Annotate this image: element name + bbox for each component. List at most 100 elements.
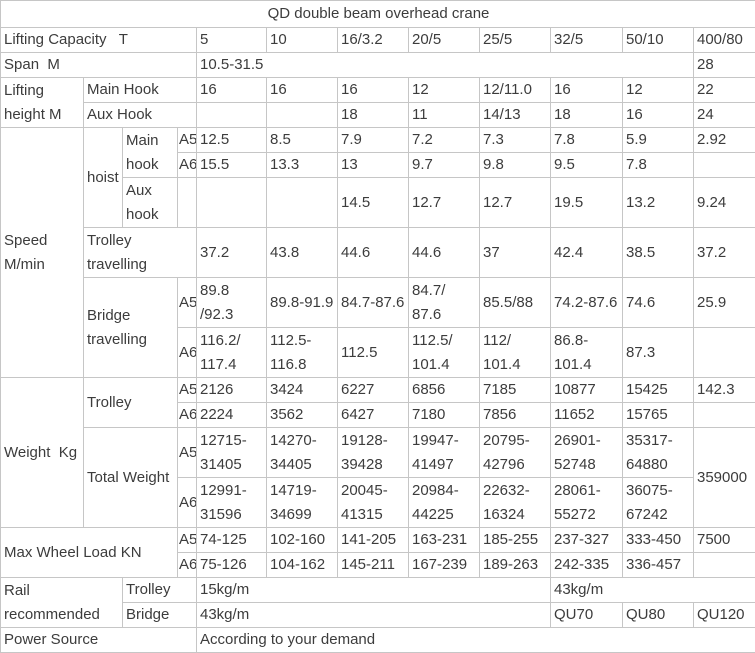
span-last-cell: 28: [694, 53, 755, 78]
speed-bridge-a6-cell: [694, 328, 755, 378]
weight-total-a5-row: Total Weight A5 12715- 31405 14270- 3440…: [1, 428, 755, 478]
height-aux-cell: 24: [694, 103, 755, 128]
row-label-rail-recommended: Rail recommended: [1, 578, 123, 628]
row-label-speed-aux-hook: Aux hook: [123, 178, 178, 228]
wheel-a6-cell: 189-263: [480, 553, 551, 578]
weight-trolley-a6-cell: 7180: [409, 403, 480, 428]
weight-total-a6-cell: 36075- 67242: [623, 478, 694, 528]
height-aux-cell: 16: [623, 103, 694, 128]
speed-bridge-a5-cell: 84.7/ 87.6: [409, 278, 480, 328]
grade-label-a6: A6: [178, 328, 197, 378]
wheel-a5-row: Max Wheel Load KN A5 74-125 102-160 141-…: [1, 528, 755, 553]
wheel-a6-cell: 104-162: [267, 553, 338, 578]
speed-trolley-cell: 44.6: [409, 228, 480, 278]
speed-bridge-a6-cell: 112.5/ 101.4: [409, 328, 480, 378]
capacity-cell: 20/5: [409, 28, 480, 53]
row-label-lifting-height: Lifting height M: [1, 78, 84, 128]
height-main-row: Lifting height M Main Hook 16 16 16 12 1…: [1, 78, 755, 103]
speed-main-a6-cell: [694, 153, 755, 178]
speed-main-a6-cell: 13.3: [267, 153, 338, 178]
height-aux-row: Aux Hook 18 11 14/13 18 16 24: [1, 103, 755, 128]
weight-trolley-a5-cell: 6227: [338, 378, 409, 403]
speed-aux-cell: 9.24: [694, 178, 755, 228]
wheel-a5-cell: 237-327: [551, 528, 623, 553]
grade-label-a5: A5: [178, 128, 197, 153]
speed-main-a6-cell: 9.7: [409, 153, 480, 178]
row-label-bridge-travelling: Bridge travelling: [84, 278, 178, 378]
capacity-cell: 32/5: [551, 28, 623, 53]
weight-total-a5-cell: 12715- 31405: [197, 428, 267, 478]
height-aux-cell: 18: [551, 103, 623, 128]
wheel-a5-cell: 185-255: [480, 528, 551, 553]
speed-bridge-a6-cell: 112.5- 116.8: [267, 328, 338, 378]
weight-trolley-a6-cell: [694, 403, 755, 428]
speed-bridge-a6-cell: 112.5: [338, 328, 409, 378]
capacity-cell: 50/10: [623, 28, 694, 53]
speed-bridge-a5-cell: 89.8-91.9: [267, 278, 338, 328]
wheel-a5-cell: 102-160: [267, 528, 338, 553]
speed-aux-cell: 14.5: [338, 178, 409, 228]
speed-bridge-a5-row: Bridge travelling A5 89.8 /92.3 89.8-91.…: [1, 278, 755, 328]
wheel-a6-cell: 75-126: [197, 553, 267, 578]
weight-total-a5-cell: 19128- 39428: [338, 428, 409, 478]
speed-trolley-cell: 38.5: [623, 228, 694, 278]
wheel-a6-cell: 145-211: [338, 553, 409, 578]
row-label-weight-trolley: Trolley: [84, 378, 178, 428]
height-main-cell: 22: [694, 78, 755, 103]
wheel-a5-cell: 333-450: [623, 528, 694, 553]
weight-trolley-a5-row: Weight Kg Trolley A5 2126 3424 6227 6856…: [1, 378, 755, 403]
speed-aux-cell: [267, 178, 338, 228]
height-main-cell: 16: [267, 78, 338, 103]
weight-total-a5-cell: 19947- 41497: [409, 428, 480, 478]
speed-bridge-a5-cell: 25.9: [694, 278, 755, 328]
weight-trolley-a6-cell: 2224: [197, 403, 267, 428]
speed-trolley-cell: 44.6: [338, 228, 409, 278]
power-source-value-cell: According to your demand: [197, 628, 755, 653]
height-main-cell: 12/11.0: [480, 78, 551, 103]
grade-label-a6: A6: [178, 553, 197, 578]
wheel-a5-cell: 141-205: [338, 528, 409, 553]
speed-trolley-row: Trolley travelling 37.2 43.8 44.6 44.6 3…: [1, 228, 755, 278]
height-main-cell: 16: [551, 78, 623, 103]
span-main-cell: 10.5-31.5: [197, 53, 694, 78]
speed-main-a5-cell: 8.5: [267, 128, 338, 153]
speed-main-a6-cell: 9.8: [480, 153, 551, 178]
speed-trolley-cell: 37: [480, 228, 551, 278]
row-label-main-hook: Main Hook: [84, 78, 197, 103]
grade-label-a6: A6: [178, 153, 197, 178]
weight-total-a6-cell: 22632- 16324: [480, 478, 551, 528]
speed-main-a6-cell: 9.5: [551, 153, 623, 178]
row-label-aux-hook: Aux Hook: [84, 103, 197, 128]
speed-bridge-a6-cell: 116.2/ 117.4: [197, 328, 267, 378]
wheel-a6-cell: 242-335: [551, 553, 623, 578]
height-aux-cell: [267, 103, 338, 128]
weight-trolley-a5-cell: 6856: [409, 378, 480, 403]
speed-aux-cell: [197, 178, 267, 228]
speed-bridge-a5-cell: 89.8 /92.3: [197, 278, 267, 328]
speed-trolley-cell: 37.2: [694, 228, 755, 278]
weight-trolley-a6-cell: 7856: [480, 403, 551, 428]
height-aux-cell: [197, 103, 267, 128]
capacity-cell: 25/5: [480, 28, 551, 53]
weight-trolley-a5-cell: 3424: [267, 378, 338, 403]
row-label-trolley-travelling: Trolley travelling: [84, 228, 197, 278]
title-row: QD double beam overhead crane: [1, 1, 755, 28]
speed-main-a5-cell: 7.2: [409, 128, 480, 153]
row-label-rail-trolley: Trolley: [123, 578, 197, 603]
weight-trolley-a6-cell: 15765: [623, 403, 694, 428]
grade-label-a5: A5: [178, 428, 197, 478]
row-label-rail-bridge: Bridge: [123, 603, 197, 628]
speed-main-a6-cell: 13: [338, 153, 409, 178]
weight-trolley-a6-cell: 6427: [338, 403, 409, 428]
height-main-cell: 16: [197, 78, 267, 103]
row-label-total-weight: Total Weight: [84, 428, 178, 528]
speed-trolley-cell: 43.8: [267, 228, 338, 278]
speed-bridge-a6-cell: 112/ 101.4: [480, 328, 551, 378]
rail-bridge-qu-cell: QU120: [694, 603, 755, 628]
speed-bridge-a5-cell: 74.2-87.6: [551, 278, 623, 328]
speed-main-a5-cell: 12.5: [197, 128, 267, 153]
grade-label-a6: A6: [178, 403, 197, 428]
row-label-hoist: hoist: [84, 128, 123, 228]
height-aux-cell: 11: [409, 103, 480, 128]
speed-bridge-a6-cell: 86.8- 101.4: [551, 328, 623, 378]
